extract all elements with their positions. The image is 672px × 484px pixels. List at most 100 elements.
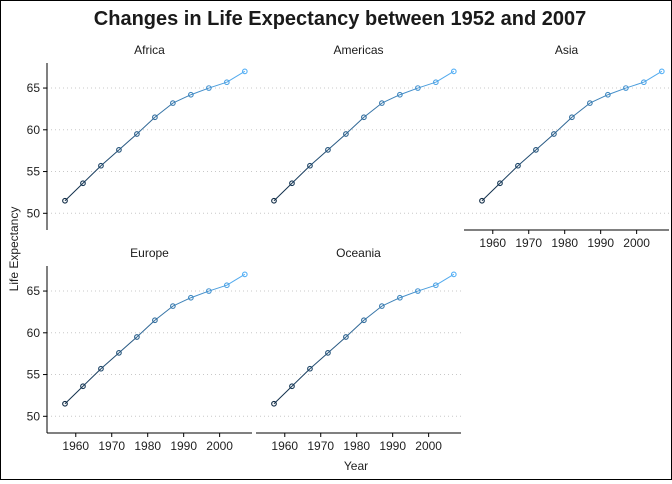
series-line-segment: [589, 94, 609, 104]
data-point: [205, 85, 212, 91]
x-tick-label: 1960: [62, 439, 89, 453]
x-tick-label: 2000: [206, 439, 233, 453]
x-tick-label: 1970: [98, 439, 125, 453]
chart-title: Changes in Life Expectancy between 1952 …: [94, 8, 586, 30]
y-tick-label: 50: [27, 206, 41, 220]
series-line-segment: [417, 81, 436, 89]
data-point: [533, 146, 539, 153]
series-line-segment: [172, 94, 192, 104]
data-point: [515, 162, 521, 169]
data-point: [414, 85, 421, 91]
panel-strip-label: Africa: [134, 43, 165, 57]
data-point: [271, 197, 277, 204]
data-point: [587, 100, 593, 106]
facet-panels: Africa 50 55 60 65 Americas Asia 1960 1970 1980 19…: [27, 43, 669, 453]
data-point: [450, 68, 457, 75]
data-point: [271, 400, 277, 407]
data-point: [170, 100, 176, 106]
data-point: [343, 334, 349, 340]
y-tick-label: 65: [27, 284, 41, 298]
data-point: [325, 146, 331, 153]
series-line-segment: [435, 273, 455, 286]
series-line-segment: [136, 319, 156, 338]
data-point: [289, 180, 295, 187]
data-point: [134, 131, 140, 137]
data-point: [658, 68, 665, 75]
data-point: [80, 180, 86, 187]
data-point: [343, 131, 349, 137]
data-point: [307, 365, 313, 372]
series-line-segment: [154, 305, 174, 321]
x-tick-label: 2000: [623, 236, 650, 250]
series-line-segment: [363, 102, 383, 118]
data-point: [116, 146, 122, 153]
series-line-segment: [309, 352, 329, 370]
data-point: [497, 180, 503, 187]
x-tick-label: 1970: [307, 439, 334, 453]
data-point: [432, 79, 439, 86]
series-line-segment: [381, 297, 401, 307]
panel-strip-label: Asia: [555, 43, 579, 57]
x-tick-label: 1970: [515, 236, 542, 250]
data-point: [205, 288, 212, 294]
data-point: [62, 400, 68, 407]
x-tick-label: 1960: [479, 236, 506, 250]
series-line-segment: [64, 182, 84, 202]
series-line-segment: [82, 165, 102, 184]
data-point: [379, 303, 385, 309]
series-line-segment: [499, 165, 519, 184]
data-point: [98, 162, 104, 169]
series-line-segment: [118, 133, 138, 151]
y-tick-label: 60: [27, 123, 41, 137]
series-line-segment: [625, 81, 644, 89]
data-point: [80, 383, 86, 390]
series-line-segment: [273, 385, 293, 405]
series-line-segment: [363, 305, 383, 321]
series-line-segment: [136, 116, 156, 135]
data-point: [569, 114, 575, 121]
data-point: [188, 294, 194, 301]
x-tick-label: 1980: [551, 236, 578, 250]
data-point: [622, 85, 629, 91]
data-point: [379, 100, 385, 106]
series-line-segment: [417, 284, 436, 292]
data-point: [605, 91, 611, 98]
x-tick-label: 1980: [343, 439, 370, 453]
series-line-segment: [553, 116, 573, 135]
y-axis-title: Life Expectancy: [7, 207, 21, 292]
series-line-segment: [172, 297, 192, 307]
y-tick-label: 65: [27, 81, 41, 95]
data-point: [397, 294, 403, 301]
data-point: [152, 317, 158, 324]
x-tick-label: 1990: [587, 236, 614, 250]
data-point: [551, 131, 557, 137]
series-line-segment: [273, 182, 293, 202]
series-line-segment: [399, 290, 419, 299]
data-point: [241, 271, 248, 278]
series-line-segment: [118, 336, 138, 354]
panel-europe: Europe 50 55 60 65 1960 1970 1980 1990 2000: [27, 246, 252, 453]
data-point: [152, 114, 158, 121]
series-line-segment: [291, 368, 311, 387]
series-line-segment: [226, 70, 246, 83]
series-line-segment: [100, 149, 120, 167]
x-tick-label: 1960: [271, 439, 298, 453]
series-line-segment: [643, 70, 663, 83]
y-tick-label: 55: [27, 368, 41, 382]
panel-americas: Americas: [256, 43, 461, 214]
data-point: [289, 383, 295, 390]
data-point: [397, 91, 403, 98]
series-line-segment: [535, 133, 555, 151]
data-point: [62, 197, 68, 204]
series-line-segment: [190, 87, 210, 96]
series-line-segment: [381, 94, 401, 104]
y-tick-label: 60: [27, 326, 41, 340]
data-point: [432, 282, 439, 289]
data-point: [134, 334, 140, 340]
series-line-segment: [82, 368, 102, 387]
series-line-segment: [481, 182, 501, 202]
panel-strip-label: Americas: [333, 43, 383, 57]
data-point: [640, 79, 647, 86]
